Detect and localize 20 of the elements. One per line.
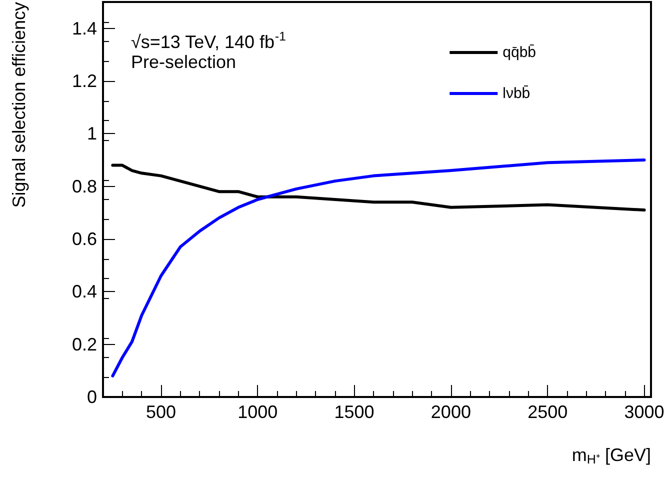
y-tick-label: 0.4 [72, 282, 97, 302]
x-tick-label: 500 [146, 402, 176, 422]
x-tick-label: 3000 [624, 402, 664, 422]
y-tick-label: 0.8 [72, 176, 97, 196]
line-series [111, 158, 646, 378]
y-tick-label: 0.6 [72, 229, 97, 249]
y-axis-title: Signal selection efficiency [9, 2, 29, 208]
y-tick-label: 1.2 [72, 71, 97, 91]
legend-label: lνbb̄ [502, 85, 530, 102]
y-tick-label: 1.4 [72, 18, 97, 38]
annotation: Pre-selection [131, 52, 236, 72]
y-tick-label: 1 [86, 124, 97, 144]
x-tick-label: 1500 [334, 402, 374, 422]
x-tick-label: 1000 [238, 402, 278, 422]
y-tick-label: 0 [86, 387, 97, 407]
legend-label: qq̄bb̄ [502, 44, 536, 61]
line-series [111, 164, 646, 212]
x-tick-label: 2000 [430, 402, 471, 422]
y-tick-label: 0.2 [72, 334, 97, 354]
x-tick-label: 2500 [528, 402, 568, 422]
